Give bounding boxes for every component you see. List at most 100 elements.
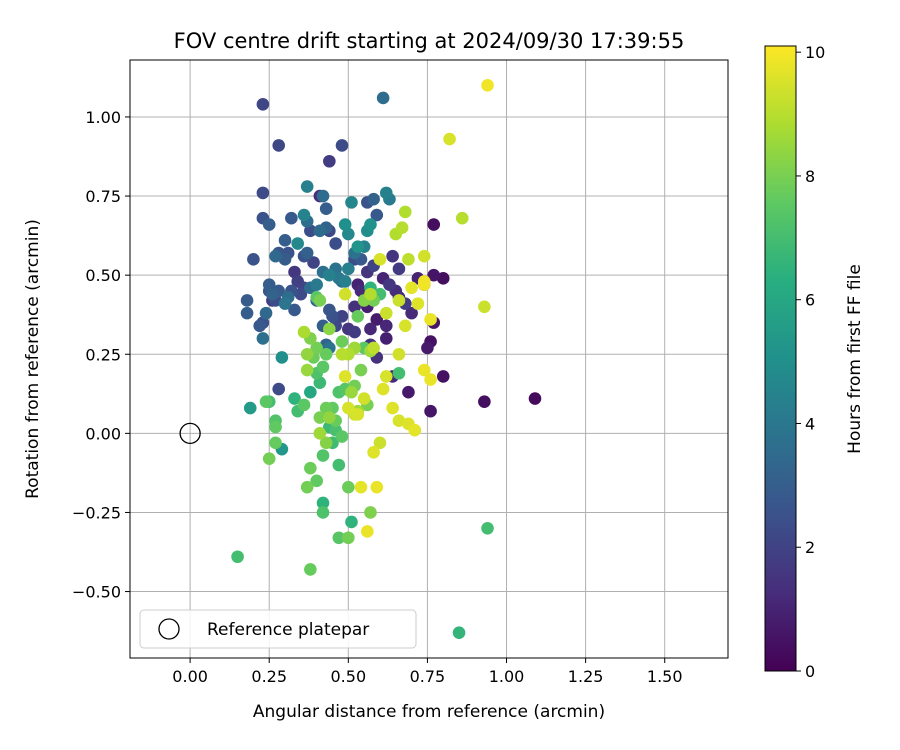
- x-axis-label: Angular distance from reference (arcmin): [253, 702, 605, 722]
- data-point: [300, 246, 314, 260]
- y-axis-ticks: −0.50 −0.25 0.00 0.25 0.50 0.75 1.00: [72, 108, 130, 602]
- colorbar-gradient: [764, 45, 797, 672]
- data-point: [316, 496, 330, 510]
- data-point: [427, 268, 441, 282]
- data-point: [421, 341, 434, 355]
- data-point: [342, 262, 355, 276]
- data-point: [370, 480, 384, 494]
- data-point: [335, 139, 349, 152]
- data-point: [417, 249, 431, 263]
- data-point: [386, 249, 399, 263]
- data-point: [319, 401, 333, 415]
- plot-frame: [129, 59, 729, 659]
- data-point: [351, 408, 365, 421]
- data-point: [342, 401, 355, 415]
- data-point: [376, 382, 390, 396]
- x-tick-label: 1.50: [647, 667, 683, 686]
- y-tick-label: −0.50: [72, 583, 121, 602]
- data-point: [335, 335, 349, 348]
- data-point: [379, 332, 393, 345]
- data-point: [376, 91, 390, 105]
- colorbar-ticks: 0 2 4 6 8 10: [796, 43, 825, 681]
- data-point: [288, 392, 301, 405]
- data-point: [351, 240, 365, 253]
- data-point: [300, 347, 314, 361]
- data-point: [411, 297, 425, 310]
- data-point: [335, 309, 349, 323]
- data-point: [342, 480, 355, 494]
- data-point: [316, 506, 330, 519]
- data-point: [367, 192, 380, 206]
- x-tick-label: 0.25: [251, 667, 287, 686]
- legend-reference-marker: [158, 618, 180, 640]
- data-point: [427, 218, 441, 231]
- data-point: [240, 294, 254, 307]
- data-point: [367, 341, 380, 355]
- data-point: [313, 427, 327, 440]
- data-point: [373, 436, 387, 450]
- data-point: [269, 436, 282, 450]
- data-point: [323, 411, 336, 424]
- data-point: [405, 281, 418, 295]
- data-point: [481, 79, 494, 92]
- data-point: [345, 385, 358, 399]
- data-point: [259, 395, 273, 409]
- data-point: [316, 449, 330, 462]
- data-point: [262, 218, 276, 231]
- data-point: [345, 196, 358, 209]
- y-tick-label: −0.25: [72, 503, 121, 522]
- data-point: [300, 480, 314, 494]
- data-point: [316, 189, 330, 203]
- data-point: [272, 382, 286, 396]
- x-tick-label: 1.00: [489, 667, 525, 686]
- data-point: [364, 218, 377, 231]
- data-point: [278, 253, 292, 266]
- data-point: [253, 319, 267, 333]
- data-point: [304, 224, 317, 238]
- y-tick-label: 1.00: [85, 108, 121, 127]
- data-point: [481, 521, 494, 535]
- colorbar-tick-label: 0: [805, 662, 815, 681]
- data-point: [304, 563, 317, 576]
- data-point: [307, 256, 320, 269]
- data-point: [392, 414, 406, 427]
- y-tick-label: 0.50: [85, 266, 121, 285]
- legend: Reference platepar: [139, 609, 417, 649]
- data-point: [323, 268, 336, 282]
- data-point: [392, 262, 406, 276]
- data-point: [408, 423, 422, 437]
- colorbar-tick-label: 4: [805, 414, 815, 433]
- data-point: [256, 186, 270, 200]
- data-point: [269, 249, 282, 263]
- data-point: [443, 132, 456, 146]
- y-tick-label: 0.00: [85, 424, 121, 443]
- data-point: [367, 446, 380, 459]
- data-point: [424, 373, 437, 386]
- data-point: [338, 287, 352, 301]
- data-point: [262, 452, 276, 465]
- data-point: [304, 385, 317, 399]
- data-point: [417, 275, 431, 288]
- colorbar-tick-label: 6: [805, 291, 815, 310]
- data-point: [272, 139, 286, 152]
- data-point: [310, 341, 323, 355]
- x-tick-label: 1.25: [568, 667, 604, 686]
- data-point: [398, 319, 412, 333]
- data-point: [395, 221, 409, 234]
- data-point: [392, 366, 406, 380]
- data-point: [294, 287, 308, 301]
- data-point: [297, 208, 311, 222]
- data-point: [335, 430, 349, 443]
- data-point: [436, 370, 450, 383]
- data-point: [357, 392, 371, 405]
- data-point: [247, 253, 260, 266]
- data-point: [417, 363, 431, 377]
- data-point: [370, 313, 384, 326]
- data-point: [313, 224, 327, 238]
- data-point: [319, 347, 333, 361]
- data-point: [338, 275, 352, 288]
- y-axis-label: Rotation from reference (arcmin): [23, 219, 43, 499]
- x-tick-label: 0.75: [410, 667, 446, 686]
